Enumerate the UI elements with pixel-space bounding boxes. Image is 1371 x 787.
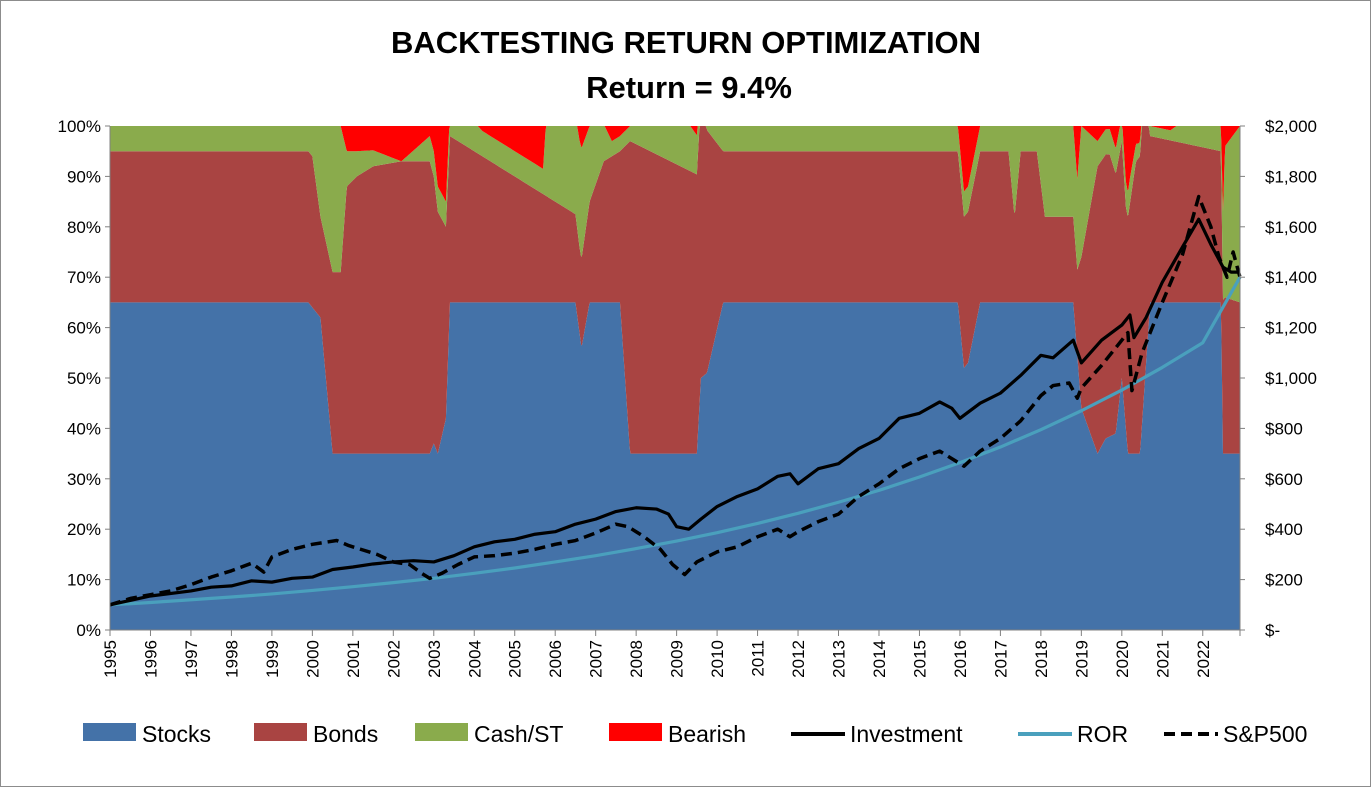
legend-swatch <box>415 723 468 741</box>
y-left-tick-label: 100% <box>58 117 101 136</box>
legend-label: S&P500 <box>1223 721 1307 747</box>
x-tick-label: 2009 <box>668 640 687 678</box>
x-tick-label: 2015 <box>910 640 929 678</box>
x-tick-label: 2013 <box>830 640 849 678</box>
legend-label: Cash/ST <box>474 721 563 747</box>
x-tick-label: 2017 <box>991 640 1010 678</box>
legend-label: Bearish <box>668 721 746 747</box>
legend-item-ror: ROR <box>1018 721 1128 747</box>
area-stocks <box>110 302 1240 630</box>
legend-item-bearish: Bearish <box>609 721 746 747</box>
x-tick-label: 2000 <box>303 640 322 678</box>
legend-item-s-p500: S&P500 <box>1164 721 1307 747</box>
x-tick-label: 1998 <box>222 640 241 678</box>
x-tick-label: 2007 <box>587 640 606 678</box>
allocation-areas <box>110 126 1240 630</box>
x-tick-label: 1996 <box>141 640 160 678</box>
x-tick-label: 2021 <box>1153 640 1172 678</box>
x-tick-label: 1995 <box>101 640 120 678</box>
chart-subtitle: Return = 9.4% <box>586 70 792 105</box>
x-tick-label: 2022 <box>1194 640 1213 678</box>
x-tick-label: 2010 <box>708 640 727 678</box>
legend-swatch <box>83 723 136 741</box>
y-left-tick-label: 30% <box>67 470 101 489</box>
axes: 0% 10% 20% 30% 40% 50% 60% 70% 80% 90% 100% $- $200 $… <box>58 117 1317 678</box>
line-s-p500 <box>109 194 1242 607</box>
area-bonds <box>110 126 1240 454</box>
x-tick-label: 2014 <box>870 640 889 678</box>
legend-swatch <box>254 723 307 741</box>
y-left-tick-label: 10% <box>67 571 101 590</box>
legend-item-investment: Investment <box>791 721 963 747</box>
x-tick-label: 2006 <box>546 640 565 678</box>
x-tick-label: 2001 <box>344 640 363 678</box>
line-investment <box>109 217 1240 607</box>
y-right-tick-label: $800 <box>1265 419 1303 438</box>
y-left-tick-label: 90% <box>67 167 101 186</box>
legend-item-cash-st: Cash/ST <box>415 721 563 747</box>
area-bearish <box>110 126 1240 212</box>
y-right-tick-label: $1,400 <box>1265 268 1317 287</box>
legend: Stocks Bonds Cash/ST Bearish Investment ROR S&… <box>83 721 1307 747</box>
y-left-tick-label: 0% <box>76 621 101 640</box>
y-left-tick-label: 40% <box>67 419 101 438</box>
y-left-tick-label: 50% <box>67 369 101 388</box>
y-right-tick-label: $1,800 <box>1265 167 1317 186</box>
value-lines <box>109 194 1242 607</box>
legend-label: ROR <box>1077 721 1128 747</box>
legend-label: Investment <box>850 721 963 747</box>
y-left-tick-label: 70% <box>67 268 101 287</box>
x-tick-label: 2018 <box>1032 640 1051 678</box>
y-right-tick-label: $200 <box>1265 571 1303 590</box>
y-right-tick-label: $1,000 <box>1265 369 1317 388</box>
y-right-tick-label: $600 <box>1265 470 1303 489</box>
x-tick-label: 2012 <box>789 640 808 678</box>
legend-label: Bonds <box>313 721 378 747</box>
x-tick-label: 2003 <box>425 640 444 678</box>
x-tick-label: 2020 <box>1113 640 1132 678</box>
area-cash-st <box>110 126 1240 303</box>
x-tick-label: 2008 <box>627 640 646 678</box>
x-tick-label: 2004 <box>465 640 484 678</box>
line-ror <box>109 276 1242 607</box>
y-right-tick-label: $- <box>1265 621 1280 640</box>
x-tick-label: 2005 <box>506 640 525 678</box>
y-left-tick-label: 80% <box>67 218 101 237</box>
x-tick-label: 2016 <box>951 640 970 678</box>
x-tick-label: 2019 <box>1072 640 1091 678</box>
y-right-tick-label: $2,000 <box>1265 117 1317 136</box>
chart-title: BACKTESTING RETURN OPTIMIZATION <box>391 25 981 60</box>
legend-label: Stocks <box>142 721 211 747</box>
y-right-tick-label: $1,200 <box>1265 319 1317 338</box>
y-right-tick-label: $1,600 <box>1265 218 1317 237</box>
x-tick-label: 1999 <box>263 640 282 678</box>
legend-swatch <box>609 723 662 741</box>
legend-item-stocks: Stocks <box>83 721 211 747</box>
x-tick-label: 1997 <box>182 640 201 678</box>
y-left-tick-label: 60% <box>67 319 101 338</box>
x-tick-label: 2002 <box>384 640 403 678</box>
y-right-tick-label: $400 <box>1265 520 1303 539</box>
x-tick-label: 2011 <box>749 640 768 677</box>
legend-item-bonds: Bonds <box>254 721 378 747</box>
y-left-tick-label: 20% <box>67 520 101 539</box>
